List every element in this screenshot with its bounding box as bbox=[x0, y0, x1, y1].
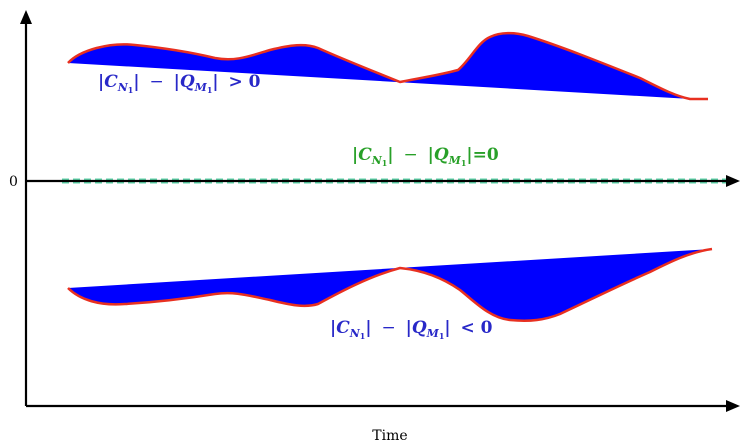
middle-expression: |CN1| − |QM1|=0 bbox=[352, 145, 499, 168]
svg-text:|CN1| − |QM1|=0: |CN1| − |QM1|=0 bbox=[352, 145, 499, 168]
time-axis-arrowhead bbox=[726, 400, 740, 412]
lower-outline-curve bbox=[67, 247, 713, 322]
upper-outline-curve bbox=[67, 31, 708, 101]
time-axis-label: Time bbox=[372, 428, 407, 442]
upper-positive-area bbox=[68, 33, 708, 100]
y-axis-arrowhead bbox=[20, 10, 32, 24]
zero-axis-arrowhead bbox=[726, 175, 740, 187]
svg-text:|CN1| − |QM1|: |CN1| − |QM1| > 0 bbox=[98, 72, 261, 95]
lower-negative-area bbox=[68, 249, 712, 321]
lower-expression: |CN1| − |QM1| < 0 bbox=[330, 318, 493, 341]
zero-label: 0 bbox=[9, 174, 18, 190]
svg-text:|CN1| − |QM1|: |CN1| − |QM1| < 0 bbox=[330, 318, 493, 341]
upper-expression: |CN1| − |QM1| > 0 bbox=[98, 72, 261, 95]
